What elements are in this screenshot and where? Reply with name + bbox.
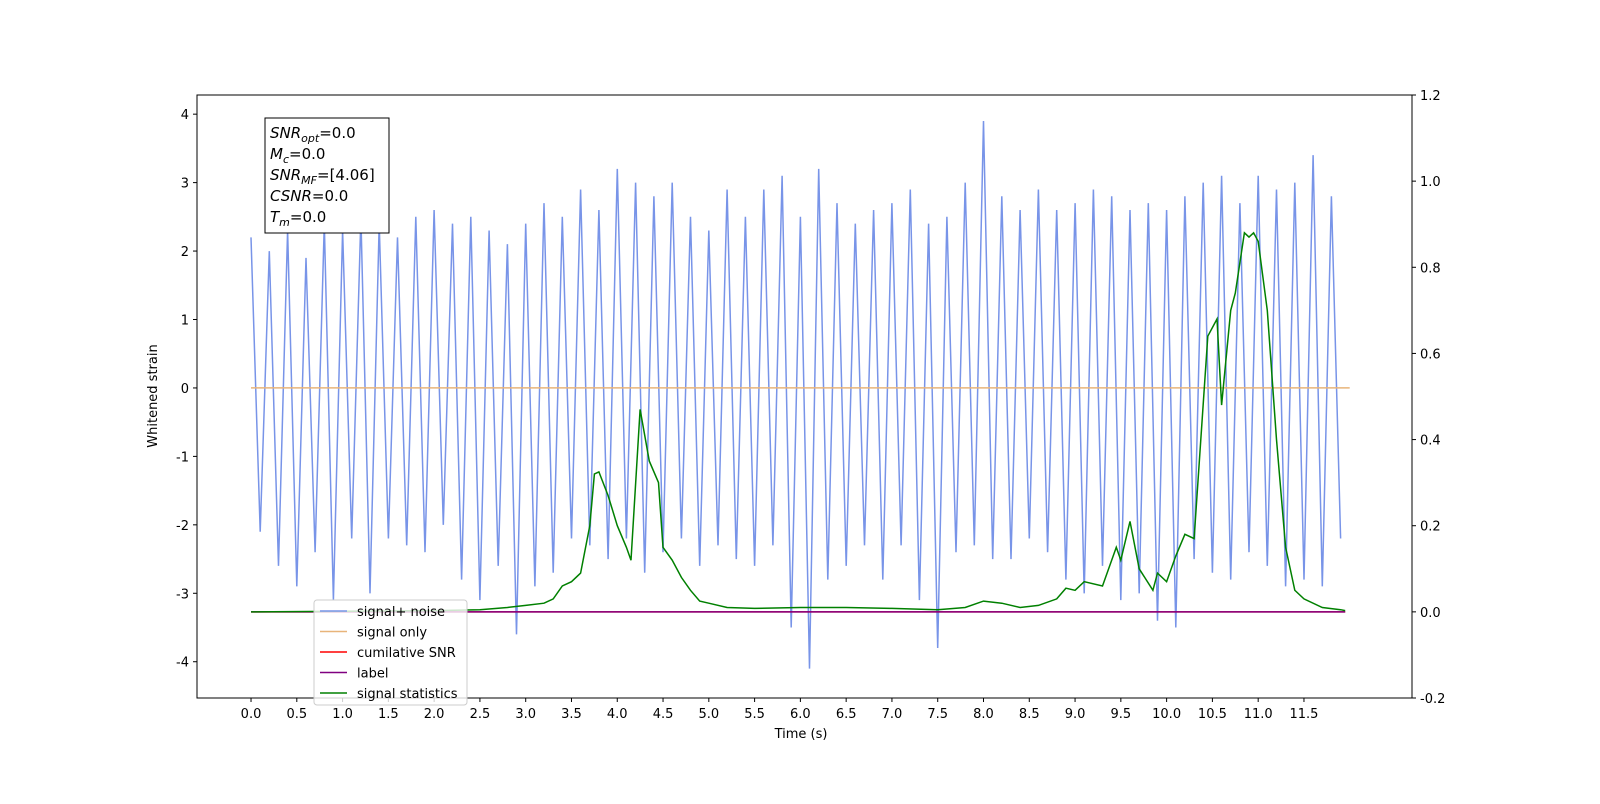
annotation-rest: =0.0 (319, 124, 355, 142)
x-tick-label: 7.5 (927, 707, 948, 722)
x-tick-label: 4.0 (607, 707, 628, 722)
x-tick-label: 6.5 (836, 707, 857, 722)
x-tick-label: 10.0 (1152, 707, 1181, 722)
y-tick-label: -1 (176, 450, 189, 465)
annotation-sub: MF (301, 174, 317, 187)
annotation-line: Tm=0.0 (270, 208, 326, 229)
y2-tick-label: 1.0 (1420, 175, 1441, 190)
annotation-sub: opt (301, 132, 320, 145)
y-tick-label: 4 (181, 108, 189, 123)
y-tick-label: -2 (176, 519, 189, 534)
x-tick-label: 5.0 (698, 707, 719, 722)
y-axis-label: Whitened strain (146, 344, 161, 447)
annotation-line: SNRMF=[4.06] (270, 166, 375, 187)
annotation-main: T (270, 208, 281, 226)
x-tick-label: 3.5 (561, 707, 582, 722)
legend-label: cumilative SNR (357, 646, 456, 661)
x-axis-label: Time (s) (774, 727, 828, 742)
x-tick-label: 9.5 (1110, 707, 1131, 722)
annotation-box (264, 117, 390, 234)
x-tick-label: 10.5 (1198, 707, 1227, 722)
annotation-main: SNR (270, 124, 301, 142)
annotation-rest: =0.0 (290, 208, 326, 226)
y2-tick-label: 0.8 (1420, 261, 1441, 276)
y-tick-label: 2 (181, 245, 189, 260)
y2-tick-label: 0.2 (1420, 520, 1441, 535)
x-tick-label: 6.0 (790, 707, 811, 722)
x-tick-label: 2.5 (470, 707, 491, 722)
y2-tick-label: 0.0 (1420, 606, 1441, 621)
x-tick-label: 1.5 (378, 707, 399, 722)
y2-tick-label: 0.4 (1420, 434, 1441, 449)
y-tick-label: -3 (176, 587, 189, 602)
series-line (250, 231, 1346, 613)
x-tick-label: 11.0 (1244, 707, 1273, 722)
annotation-line: SNRopt=0.0 (270, 124, 356, 145)
annotation-rest: =0.0 (289, 145, 325, 163)
x-tick-label: 11.5 (1289, 707, 1318, 722)
y-tick-label: 3 (181, 177, 189, 192)
annotation-sub: c (283, 153, 289, 166)
legend-label: signal only (357, 626, 427, 641)
annotation-line: CSNR=0.0 (270, 187, 348, 205)
annotation-main: SNR (270, 166, 301, 184)
annotation-sub: m (279, 216, 290, 229)
legend-label: signal statistics (357, 687, 458, 702)
axes-frame (196, 94, 1413, 699)
y-tick-label: 0 (181, 382, 189, 397)
x-tick-label: 4.5 (653, 707, 674, 722)
legend-box (313, 599, 468, 706)
annotation-main: CSNR (270, 187, 312, 205)
y2-tick-label: 0.6 (1420, 347, 1441, 362)
x-tick-label: 8.5 (1019, 707, 1040, 722)
x-tick-label: 0.5 (286, 707, 307, 722)
legend-label: signal+ noise (357, 605, 445, 620)
annotation-main: M (270, 145, 283, 163)
x-tick-label: 8.0 (973, 707, 994, 722)
legend-label: label (357, 667, 388, 682)
x-tick-label: 0.0 (241, 707, 262, 722)
x-tick-label: 7.0 (882, 707, 903, 722)
y2-tick-label: 1.2 (1420, 89, 1441, 104)
x-tick-label: 5.5 (744, 707, 765, 722)
x-tick-label: 2.0 (424, 707, 445, 722)
series-line (250, 120, 1342, 669)
annotation-rest: =[4.06] (317, 166, 375, 184)
x-tick-label: 1.0 (332, 707, 353, 722)
y-tick-label: 1 (181, 313, 189, 328)
x-tick-label: 9.0 (1065, 707, 1086, 722)
x-tick-label: 3.0 (515, 707, 536, 722)
y2-tick-label: -0.2 (1420, 692, 1445, 707)
annotation-rest: =0.0 (312, 187, 348, 205)
y-tick-label: -4 (176, 656, 189, 671)
annotation-line: Mc=0.0 (270, 145, 325, 166)
